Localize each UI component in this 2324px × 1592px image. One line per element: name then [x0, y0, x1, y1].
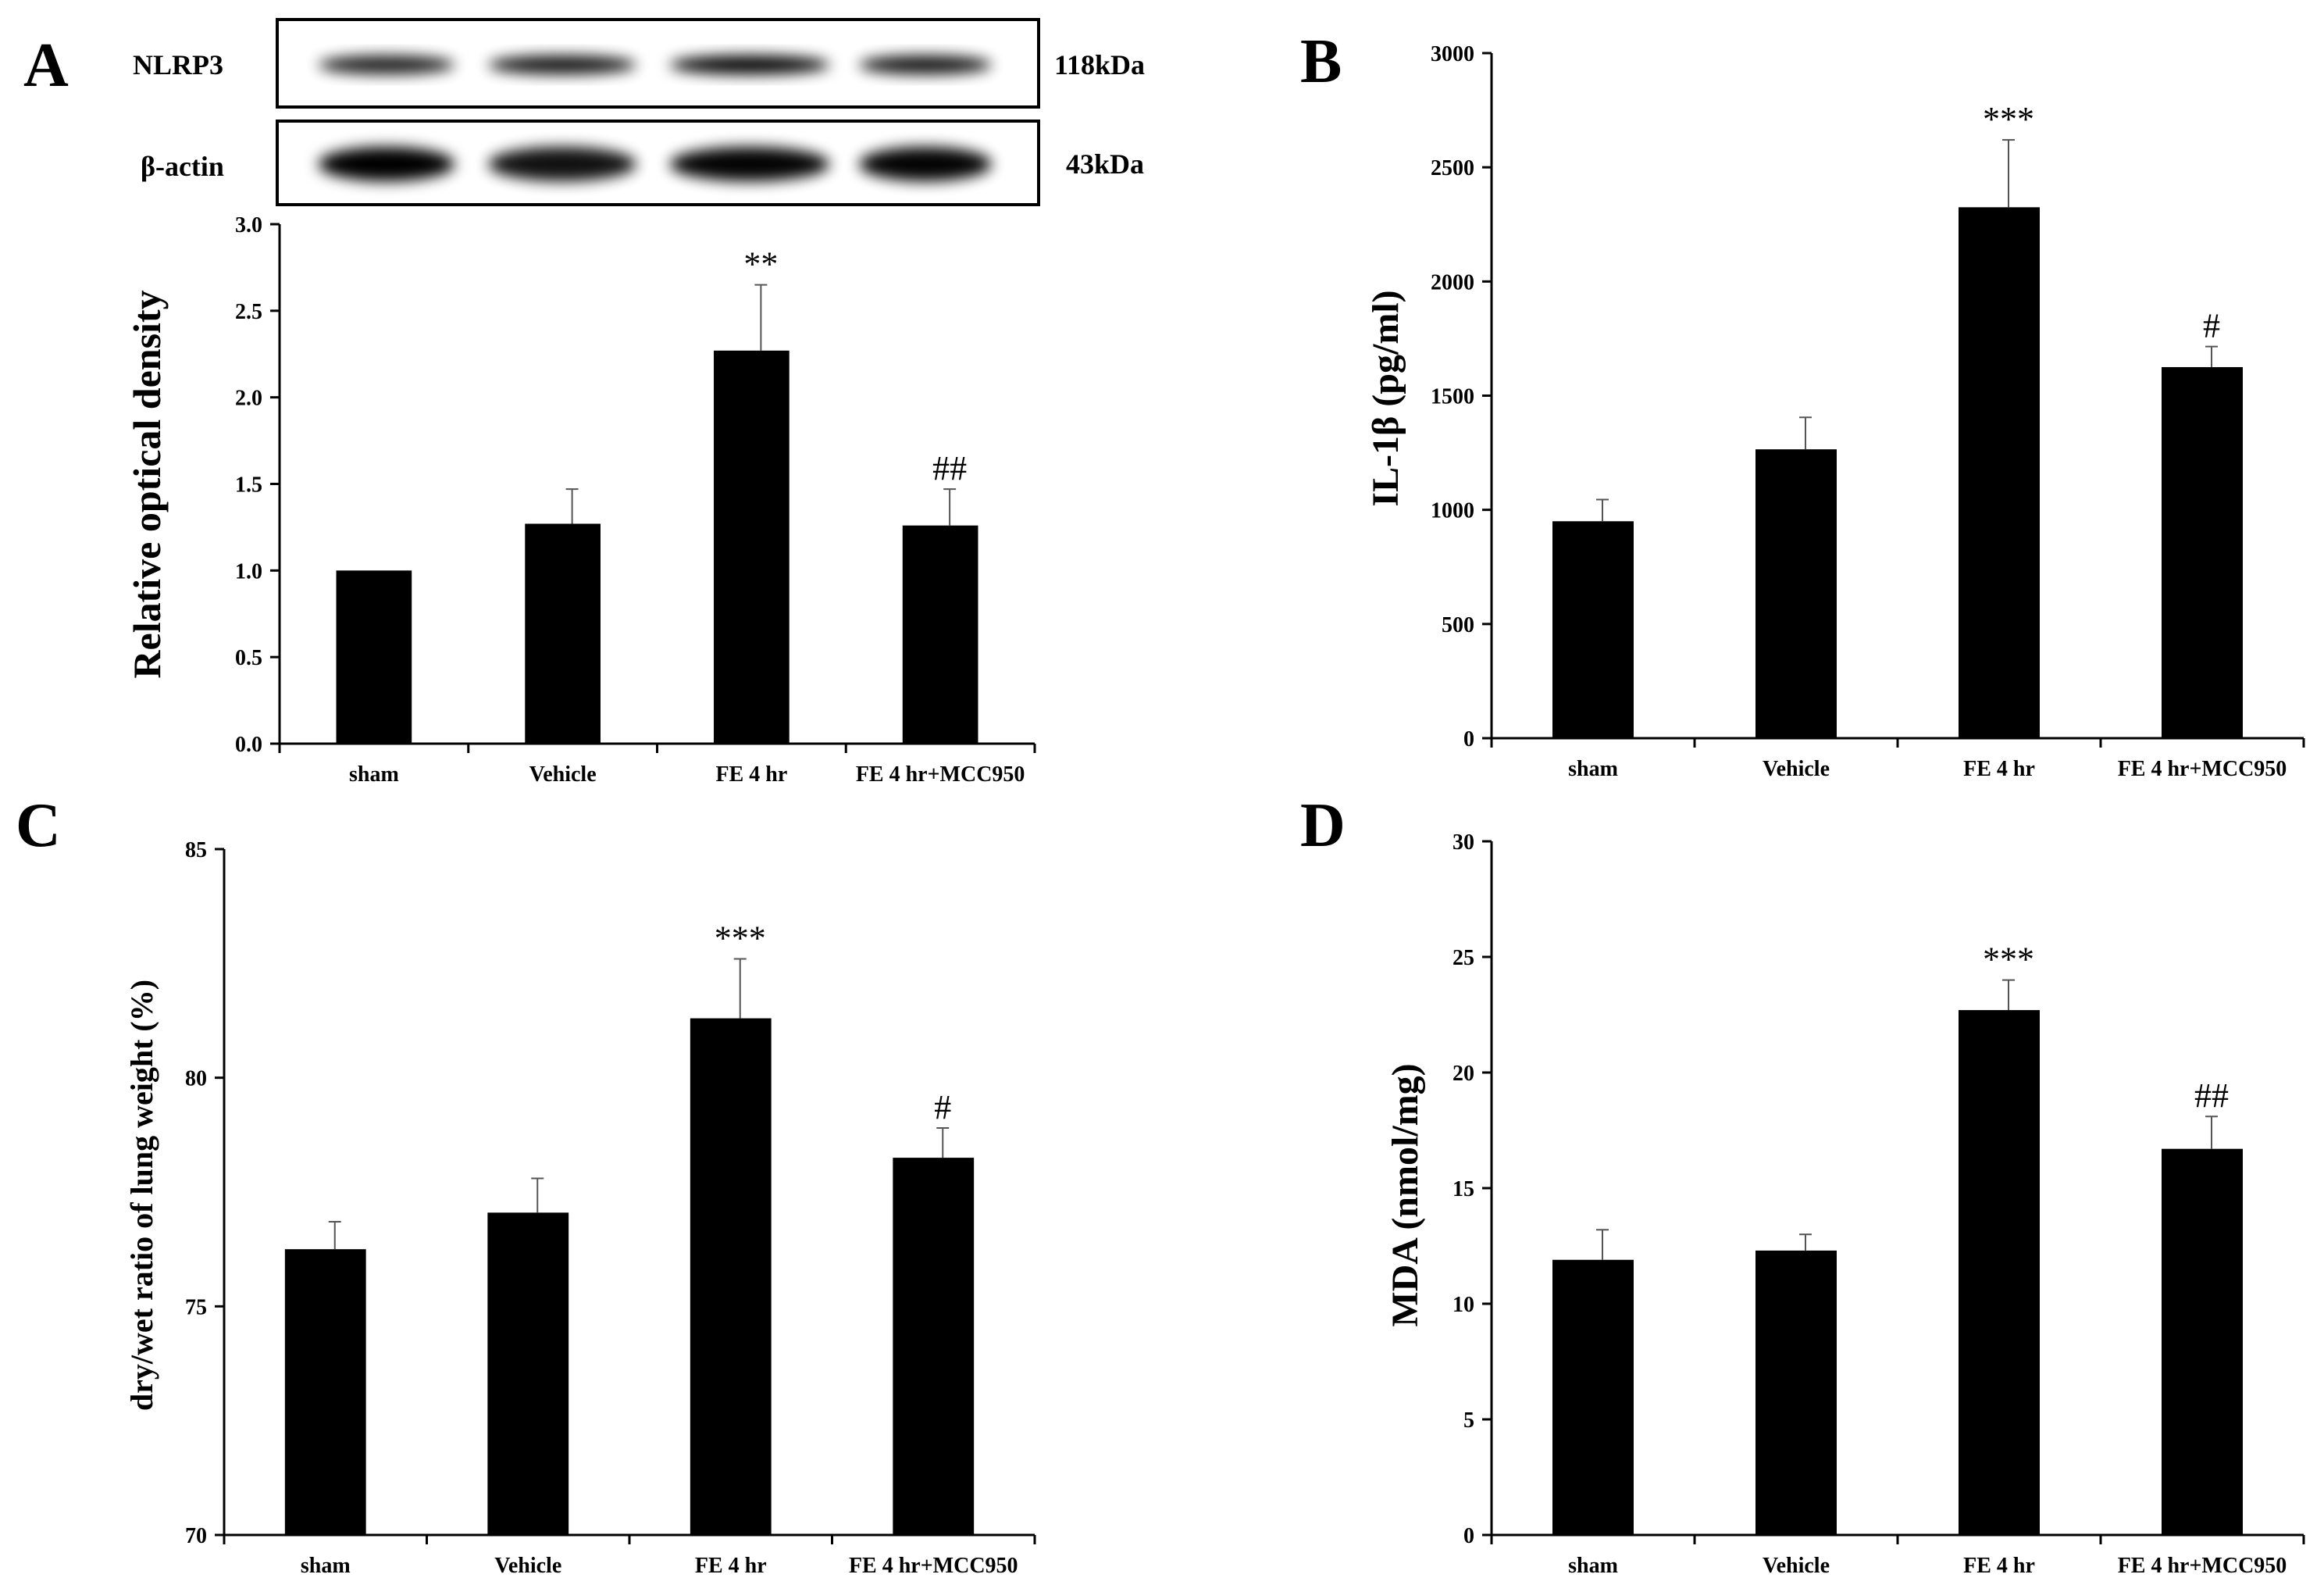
- chart-panel-B: B 0 500 1000 1500 2000 2500 3000 sham Vehicle *** F…: [1300, 27, 2305, 781]
- blot-band: [318, 147, 455, 181]
- bar: [902, 525, 978, 744]
- chart-panel-A: A 0.0 0.5 1.0 1.5 2.0 2.5 3.0 sham Vehicle ** FE 4 …: [23, 31, 1036, 787]
- significance-label: #: [2203, 307, 2220, 345]
- bar: [2162, 366, 2243, 738]
- blot-band: [669, 55, 830, 74]
- y-tick-label: 20: [1452, 1062, 1474, 1086]
- chart-panel-C: C 70 75 80 85 sham Vehicle *** FE 4 hr # FE 4 hr+M…: [16, 791, 1036, 1578]
- category-label: Vehicle: [1763, 1554, 1830, 1578]
- category-label: FE 4 hr: [715, 762, 787, 787]
- y-tick-label: 1000: [1431, 499, 1474, 523]
- y-tick-label: 0: [1463, 1524, 1474, 1548]
- category-label: FE 4 hr: [1963, 1554, 2035, 1578]
- y-tick-label: 2000: [1431, 270, 1474, 294]
- category-label: FE 4 hr+MCC950: [856, 762, 1025, 787]
- bar: [487, 1212, 569, 1535]
- significance-label: #: [934, 1088, 951, 1126]
- panel-letter: C: [16, 791, 61, 860]
- category-label: sham: [349, 762, 399, 787]
- bar: [2162, 1148, 2243, 1535]
- panel-letter: A: [23, 31, 69, 100]
- category-label: FE 4 hr+MCC950: [2118, 757, 2287, 781]
- bar: [1552, 1259, 1634, 1535]
- y-axis-title: MDA (nmol/mg): [1385, 1063, 1426, 1326]
- y-tick-label: 25: [1452, 946, 1474, 970]
- y-tick-label: 1.5: [235, 473, 262, 498]
- category-label: Vehicle: [494, 1554, 561, 1578]
- y-axis-title: Relative optical density: [125, 290, 169, 678]
- blot-size-actin: 43kDa: [1066, 148, 1144, 180]
- y-tick-label: 3.0: [235, 213, 262, 237]
- chart-panel-D: D 0 5 10 15 20 25 30 sham Vehicle *** FE 4 hr ## FE 4…: [1300, 791, 2305, 1578]
- category-label: FE 4 hr: [1963, 757, 2035, 781]
- category-label: sham: [1568, 1554, 1618, 1578]
- blot-band: [488, 55, 636, 74]
- y-tick-label: 5: [1463, 1408, 1474, 1433]
- category-label: FE 4 hr+MCC950: [2118, 1554, 2287, 1578]
- bar: [714, 350, 790, 744]
- significance-label: ##: [2194, 1076, 2229, 1115]
- western-blot: NLRP3 β-actin 118kDa 43kDa: [133, 18, 1145, 206]
- blot-band: [859, 147, 992, 181]
- bar: [893, 1158, 975, 1535]
- blot-band: [859, 55, 992, 74]
- y-tick-label: 1.0: [235, 559, 262, 584]
- category-label: sham: [301, 1554, 351, 1578]
- y-axis-title: IL-1β (pg/ml): [1365, 290, 1406, 506]
- bar: [1552, 521, 1634, 738]
- panel-letter: D: [1300, 791, 1346, 860]
- blot-label-nlrp3: NLRP3: [133, 49, 223, 80]
- bar: [690, 1018, 772, 1535]
- bar: [1959, 1010, 2040, 1535]
- blot-band: [318, 55, 455, 74]
- significance-label: **: [743, 245, 778, 284]
- bar: [1755, 449, 1837, 738]
- y-tick-label: 500: [1442, 613, 1474, 637]
- y-tick-label: 1500: [1431, 385, 1474, 409]
- blot-label-actin: β-actin: [141, 151, 224, 182]
- y-tick-label: 30: [1452, 830, 1474, 855]
- panel-letter: B: [1300, 27, 1342, 96]
- category-label: FE 4 hr: [695, 1554, 767, 1578]
- bar: [525, 523, 601, 744]
- blot-band: [488, 147, 636, 181]
- significance-label: ##: [932, 449, 967, 487]
- blot-size-nlrp3: 118kDa: [1054, 49, 1145, 80]
- significance-label: ***: [1983, 941, 2034, 979]
- y-tick-label: 70: [185, 1524, 207, 1548]
- y-tick-label: 2.0: [235, 387, 262, 411]
- category-label: sham: [1568, 757, 1618, 781]
- y-tick-label: 75: [185, 1295, 207, 1319]
- category-label: Vehicle: [529, 762, 597, 787]
- y-axis-title: dry/wet ratio of lung weight (%): [124, 980, 159, 1411]
- y-tick-label: 2.5: [235, 300, 262, 324]
- blot-band: [669, 147, 830, 181]
- significance-label: ***: [1983, 100, 2034, 138]
- y-tick-label: 0.5: [235, 646, 262, 670]
- category-label: FE 4 hr+MCC950: [849, 1554, 1018, 1578]
- y-tick-label: 2500: [1431, 156, 1474, 180]
- bar: [1755, 1250, 1837, 1535]
- category-label: Vehicle: [1763, 757, 1830, 781]
- y-tick-label: 0: [1463, 727, 1474, 751]
- y-tick-label: 0.0: [235, 733, 262, 757]
- y-tick-label: 10: [1452, 1293, 1474, 1317]
- bar: [284, 1249, 366, 1535]
- y-tick-label: 80: [185, 1067, 207, 1091]
- y-tick-label: 15: [1452, 1177, 1474, 1201]
- bar: [1959, 207, 2040, 738]
- bar: [336, 570, 412, 744]
- y-tick-label: 85: [185, 838, 207, 862]
- y-tick-label: 3000: [1431, 42, 1474, 66]
- significance-label: ***: [715, 919, 766, 957]
